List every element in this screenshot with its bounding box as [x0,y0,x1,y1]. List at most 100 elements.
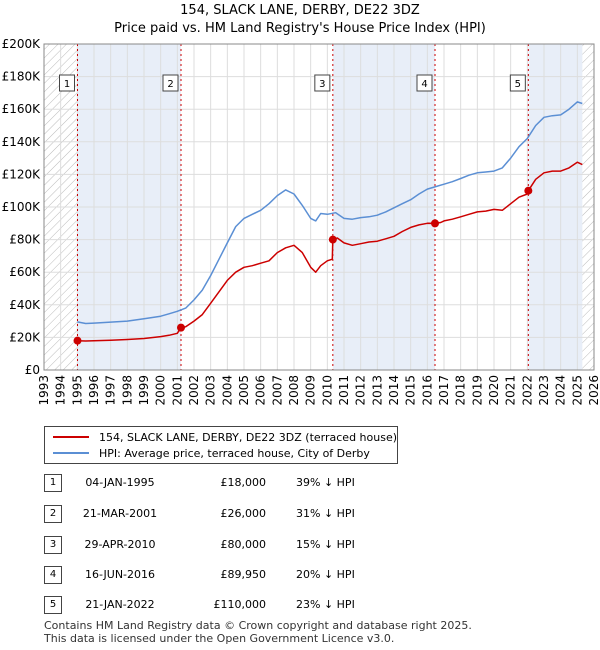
x-tick-label: 2001 [170,375,184,406]
x-tick-label: 2011 [337,375,351,406]
x-tick-label: 2016 [420,375,434,406]
sale-number-badge: 4 [44,566,62,584]
sale-label-box [59,74,75,92]
sale-point [524,186,533,195]
y-tick-label: £0 [25,363,40,377]
x-tick-label: 1997 [104,375,118,406]
chart-legend: 154, SLACK LANE, DERBY, DE22 3DZ (terrac… [44,426,398,464]
y-tick-label: £200K [2,37,42,51]
sale-row: 5 21-JAN-2022 £110,000 23% ↓ HPI [0,596,600,616]
legend-label-hpi: HPI: Average price, terraced house, City… [99,446,370,460]
sale-label-box [162,74,179,92]
sale-date: 16-JUN-2016 [84,568,156,581]
x-tick-label: 2008 [287,375,301,406]
sale-row: 4 16-JUN-2016 £89,950 20% ↓ HPI [0,566,600,586]
sale-point [431,219,439,228]
x-tick-label: 2012 [354,375,368,406]
x-tick-label: 1995 [70,375,84,406]
sale-label-number: 5 [515,79,521,90]
chart-title: 154, SLACK LANE, DERBY, DE22 3DZ [180,3,420,18]
x-tick-label: 2007 [270,375,284,406]
y-tick-label: £40K [9,298,41,312]
sale-number-badge: 3 [44,536,62,554]
x-tick-label: 2021 [504,375,518,406]
x-tick-label: 1996 [87,375,101,406]
sale-date: 21-JAN-2022 [85,598,155,611]
sale-date: 29-APR-2010 [84,538,156,551]
x-tick-label: 2000 [154,375,168,406]
x-tick-label: 1993 [37,375,51,406]
sale-label-number: 4 [421,79,427,90]
sale-label-number: 1 [64,79,70,90]
sale-row: 3 29-APR-2010 £80,000 15% ↓ HPI [0,536,600,556]
sale-point [73,336,82,345]
legend-label-property: 154, SLACK LANE, DERBY, DE22 3DZ (terrac… [99,430,398,444]
sale-date: 21-MAR-2001 [82,507,158,520]
legend-swatch-hpi [53,452,89,454]
x-tick-label: 2006 [254,375,268,406]
y-tick-label: £180K [2,70,42,84]
property-series-line [77,161,583,342]
sale-hpi-diff: 15% ↓ HPI [296,538,355,551]
sale-hpi-diff: 20% ↓ HPI [296,568,355,581]
sale-label-number: 3 [319,79,325,90]
sale-hpi-diff: 23% ↓ HPI [296,598,355,611]
plot-frame [43,43,595,371]
x-tick-label: 2019 [470,375,484,406]
sale-number-badge: 1 [44,474,62,492]
sale-label-box [416,74,433,92]
sale-price: £18,000 [220,476,267,489]
sale-point [177,323,185,332]
legend-item-hpi: HPI: Average price, terraced house, City… [53,445,370,461]
sale-label-box [509,74,526,92]
y-tick-label: £20K [9,330,41,344]
y-tick-label: £160K [2,102,42,116]
sale-price: £89,950 [220,568,267,581]
sale-hpi-diff: 39% ↓ HPI [296,476,355,489]
footer-copyright: Contains HM Land Registry data © Crown c… [44,619,472,632]
x-tick-label: 2026 [587,375,600,406]
x-tick-label: 1998 [120,375,134,406]
y-tick-label: £100K [2,200,42,214]
y-tick-label: £60K [9,265,41,279]
hpi-series-line [77,101,583,325]
y-tick-label: £80K [9,233,41,247]
chart-subtitle: Price paid vs. HM Land Registry's House … [114,21,486,36]
x-tick-label: 2009 [304,375,318,406]
sale-date: 04-JAN-1995 [85,476,155,489]
legend-item-property: 154, SLACK LANE, DERBY, DE22 3DZ (terrac… [53,429,397,445]
y-tick-label: £140K [2,135,42,149]
x-tick-label: 1999 [137,375,151,406]
sale-row: 2 21-MAR-2001 £26,000 31% ↓ HPI [0,505,600,525]
x-tick-label: 2022 [520,375,534,406]
x-tick-label: 2004 [220,375,234,406]
sale-point [328,235,337,244]
sale-number-badge: 2 [44,505,62,523]
legend-swatch-property [53,436,89,438]
footer-licence: This data is licensed under the Open Gov… [44,632,395,645]
sale-row: 1 04-JAN-1995 £18,000 39% ↓ HPI [0,474,600,494]
x-tick-label: 2005 [237,375,251,406]
x-tick-label: 2018 [454,375,468,406]
x-tick-label: 2014 [387,375,401,406]
x-tick-label: 2017 [437,375,451,406]
sale-price: £110,000 [213,598,267,611]
x-tick-label: 2025 [570,375,584,406]
sale-hpi-diff: 31% ↓ HPI [296,507,355,520]
x-tick-label: 2015 [404,375,418,406]
x-tick-label: 2020 [487,375,501,406]
y-tick-label: £120K [2,167,42,181]
sale-price: £80,000 [220,538,267,551]
x-tick-label: 2023 [537,375,551,406]
sale-price: £26,000 [220,507,267,520]
x-tick-label: 2024 [554,375,568,406]
sale-label-number: 2 [167,79,173,90]
price-chart: £0 £20K £40K £60K £80K £100K £120K £140K £160K £1… [2,37,600,406]
x-tick-label: 2010 [320,375,334,406]
x-tick-label: 2002 [187,375,201,406]
x-tick-label: 1994 [54,375,68,406]
sale-label-box [314,74,331,92]
sale-number-badge: 5 [44,596,62,614]
x-tick-label: 2013 [370,375,384,406]
x-tick-label: 2003 [204,375,218,406]
